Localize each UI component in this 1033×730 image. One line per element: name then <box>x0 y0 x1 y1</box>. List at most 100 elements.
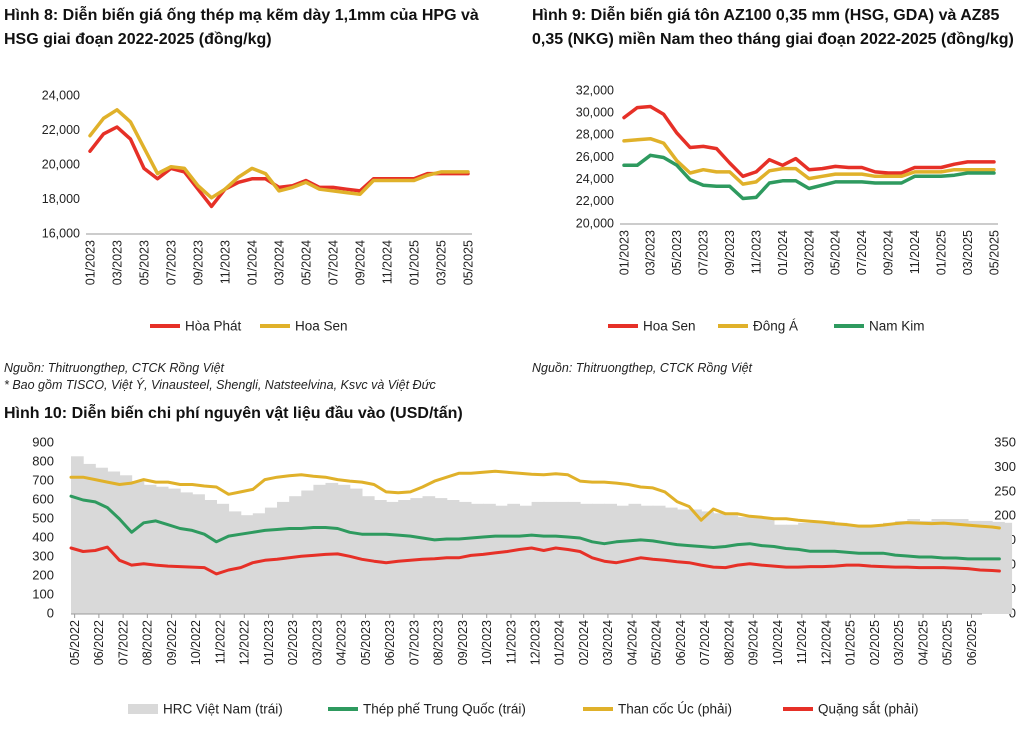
x-tick-label: 03/2023 <box>644 230 658 275</box>
x-tick-label: 11/2023 <box>504 620 518 664</box>
x-tick-label: 03/2024 <box>802 230 816 275</box>
hrc-bar <box>999 522 1013 614</box>
x-tick-label: 04/2024 <box>625 620 639 665</box>
legend-label-2: Than cốc Úc (phải) <box>618 702 732 717</box>
x-tick-label: 02/2025 <box>868 620 882 665</box>
y-tick-label: 16,000 <box>42 226 80 240</box>
hrc-bar <box>543 501 557 614</box>
hrc-bar <box>555 501 569 614</box>
hrc-bar <box>289 496 302 614</box>
hrc-bar <box>810 522 823 614</box>
y-right-tick-label: 300 <box>994 459 1016 474</box>
hrc-bar <box>604 503 617 614</box>
x-tick-label: 05/2022 <box>68 620 82 665</box>
x-tick-label: 03/2025 <box>961 230 975 275</box>
x-tick-label: 07/2024 <box>326 240 340 285</box>
x-tick-label: 06/2024 <box>674 620 688 665</box>
hrc-bar <box>701 511 714 614</box>
x-tick-label: 12/2022 <box>238 620 252 665</box>
hrc-bar <box>313 484 327 614</box>
x-tick-label: 03/2023 <box>110 240 124 285</box>
hrc-bar <box>567 501 581 614</box>
hrc-bar <box>786 524 799 614</box>
y-left-tick-label: 800 <box>32 453 54 468</box>
x-tick-label: 03/2025 <box>892 620 906 665</box>
x-tick-label: 01/2023 <box>83 240 97 285</box>
x-tick-label: 01/2024 <box>776 230 790 275</box>
x-tick-label: 05/2025 <box>987 230 1001 275</box>
legend-label-2: Nam Kim <box>869 319 925 334</box>
hrc-bar <box>870 524 884 614</box>
hrc-bar <box>325 482 339 614</box>
y-tick-label: 28,000 <box>576 128 614 142</box>
series-line-2 <box>69 469 1001 530</box>
y-left-tick-label: 100 <box>32 586 54 601</box>
hrc-bar <box>834 522 848 614</box>
x-tick-label: 11/2023 <box>749 230 763 274</box>
y-tick-label: 20,000 <box>42 157 80 171</box>
x-tick-label: 10/2023 <box>480 620 494 665</box>
x-tick-label: 01/2023 <box>262 620 276 665</box>
x-tick-label: 10/2022 <box>189 620 203 665</box>
hrc-bar <box>252 513 266 614</box>
x-tick-label: 01/2024 <box>553 620 567 665</box>
hrc-bar <box>95 467 108 614</box>
x-tick-label: 07/2023 <box>697 230 711 275</box>
y-tick-label: 24,000 <box>576 172 614 186</box>
x-tick-label: 08/2024 <box>722 620 736 665</box>
hrc-bar <box>228 511 242 614</box>
hrc-bar <box>192 494 205 614</box>
hrc-bar <box>616 505 630 614</box>
hrc-bar <box>337 484 351 614</box>
hrc-bar <box>168 488 181 614</box>
x-tick-label: 06/2025 <box>965 620 979 665</box>
hrc-bar <box>301 490 314 614</box>
x-tick-label: 03/2023 <box>310 620 324 665</box>
hrc-bar <box>71 456 84 614</box>
y-left-tick-label: 900 <box>32 434 54 449</box>
x-tick-label: 12/2023 <box>528 620 542 665</box>
hrc-bar <box>398 500 411 614</box>
hrc-bar <box>846 524 860 614</box>
x-tick-label: 12/2024 <box>819 620 833 665</box>
x-tick-label: 03/2024 <box>601 620 615 665</box>
hrc-bar <box>386 501 399 614</box>
x-tick-label: 01/2025 <box>844 620 858 665</box>
hrc-bar <box>410 498 424 614</box>
x-tick-label: 03/2024 <box>272 240 286 285</box>
x-tick-label: 07/2024 <box>698 620 712 665</box>
hrc-bar <box>774 524 787 614</box>
y-tick-label: 30,000 <box>576 105 614 119</box>
y-tick-label: 22,000 <box>576 194 614 208</box>
x-tick-label: 11/2024 <box>380 240 394 284</box>
hrc-bar <box>483 503 496 614</box>
hrc-bar <box>531 501 545 614</box>
legend-label-0: Hoa Sen <box>643 319 696 334</box>
y-right-tick-label: 250 <box>994 483 1016 498</box>
x-tick-label: 05/2025 <box>461 240 475 285</box>
hrc-bar <box>798 522 811 614</box>
y-tick-label: 20,000 <box>576 216 614 230</box>
x-tick-label: 02/2024 <box>577 620 591 665</box>
x-tick-label: 07/2022 <box>116 620 130 665</box>
series-line-0 <box>622 104 996 179</box>
x-tick-label: 09/2022 <box>165 620 179 665</box>
x-tick-label: 09/2023 <box>723 230 737 275</box>
legend-swatch-0 <box>128 704 158 714</box>
hrc-bar <box>204 500 217 614</box>
series-line-1 <box>622 136 996 186</box>
x-tick-label: 03/2025 <box>434 240 448 285</box>
hrc-bar <box>349 488 363 614</box>
x-tick-label: 05/2024 <box>829 230 843 275</box>
x-tick-label: 11/2024 <box>795 620 809 664</box>
legend-label-3: Quặng sắt (phải) <box>818 702 919 717</box>
fig10-title: Hình 10: Diễn biến chi phí nguyên vật li… <box>4 405 463 422</box>
fig8-note: * Bao gồm TISCO, Việt Ý, Vinausteel, She… <box>4 378 436 392</box>
x-tick-label: 04/2025 <box>916 620 930 665</box>
fig8-source: Nguồn: Thitruongthep, CTCK Rồng Việt <box>4 361 225 375</box>
x-tick-label: 07/2024 <box>855 230 869 275</box>
legend-label-1: Hoa Sen <box>295 319 348 334</box>
